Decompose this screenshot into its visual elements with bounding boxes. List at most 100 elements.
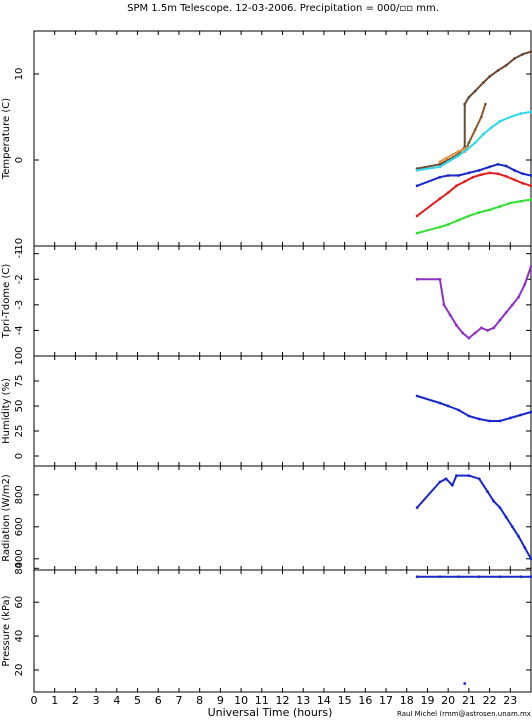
panel-frame	[33, 245, 532, 357]
series-segment	[458, 409, 470, 417]
series-segment	[520, 110, 532, 115]
x-tick-label: 7	[175, 694, 182, 707]
data-point	[529, 198, 532, 201]
series-segment	[455, 180, 466, 187]
y-tick-label: 10	[14, 68, 25, 81]
series-0	[415, 50, 532, 171]
series-segment	[468, 474, 480, 480]
y-tick-label: 40	[14, 630, 25, 643]
x-tick-label: 17	[379, 694, 393, 707]
data-point	[529, 50, 532, 54]
x-tick-label: 4	[113, 694, 120, 707]
series-segment	[447, 219, 459, 226]
series-segment	[438, 279, 446, 305]
series-segment	[505, 175, 515, 181]
series-segment	[447, 154, 457, 161]
series-segment	[517, 535, 526, 549]
series-segment	[491, 120, 501, 129]
series-segment	[499, 116, 511, 123]
x-tick-label: 9	[217, 694, 224, 707]
series-segment	[416, 176, 441, 187]
series-segment	[511, 526, 520, 537]
x-tick-label: 8	[196, 694, 203, 707]
series-segment	[447, 405, 459, 411]
series-4	[415, 162, 532, 188]
series-segment	[447, 154, 460, 163]
series-segment	[497, 64, 507, 72]
y-tick-label: 800	[14, 485, 25, 504]
y-axis-label: Tpri-Tdome (C)	[1, 264, 12, 340]
series-segment	[439, 402, 449, 407]
series-5	[415, 171, 532, 218]
series-segment	[447, 185, 458, 194]
x-tick-label: 2	[72, 694, 79, 707]
x-tick-label: 20	[441, 694, 455, 707]
x-tick-label: 21	[462, 694, 476, 707]
series-segment	[416, 481, 441, 509]
chart-title: SPM 1.5m Telescope. 12-03-2006. Precipit…	[127, 3, 439, 14]
x-tick-label: 0	[31, 694, 38, 707]
data-point	[529, 410, 532, 414]
y-tick-label: -10	[14, 238, 25, 254]
y-tick-label: 25	[14, 425, 25, 438]
series-segment	[520, 198, 532, 203]
y-tick-label: 400	[14, 549, 25, 568]
series-segment	[468, 415, 480, 420]
y-tick-label: 50	[14, 400, 25, 413]
series-segment	[472, 173, 482, 179]
series-segment	[464, 176, 474, 183]
series-0	[415, 474, 532, 561]
x-axis: 0 1 2 3 4 5 6 7 8 9 10 11 12 13 14 15 16 17 18 19 20 21 22 23	[31, 694, 518, 707]
y-tick-label: 80	[14, 562, 25, 575]
series-segment	[514, 169, 524, 175]
y-tick-label: 75	[14, 375, 25, 388]
series-segment	[416, 163, 441, 170]
series-segment	[445, 478, 454, 486]
series-1	[463, 102, 487, 153]
y-tick-label: 100	[14, 346, 25, 365]
y-tick-label: -1	[14, 249, 25, 259]
series-segment	[416, 197, 441, 217]
series-segment	[482, 75, 491, 84]
series-segment	[439, 223, 449, 229]
series-segment	[523, 266, 532, 285]
y-tick-label: -4	[14, 325, 25, 335]
x-tick-label: 5	[134, 694, 141, 707]
series-segment	[468, 90, 476, 98]
series-segment	[505, 304, 514, 314]
x-tick-label: 16	[358, 694, 372, 707]
panel-frame	[33, 569, 532, 693]
series-segment	[489, 163, 499, 168]
series-segment	[449, 314, 458, 326]
series-segment	[457, 148, 468, 157]
x-tick-label: 23	[503, 694, 517, 707]
series-segment	[439, 191, 449, 200]
series-segment	[493, 500, 501, 509]
series-segment	[511, 296, 520, 306]
series-segment	[522, 182, 532, 187]
data-point	[529, 110, 532, 114]
x-tick-label: 11	[255, 694, 269, 707]
series-segment	[474, 116, 483, 131]
series-segment	[416, 226, 441, 235]
y-axis-label: Radiation (W/m2)	[1, 474, 12, 562]
series-0	[415, 394, 532, 423]
panel-frame	[33, 465, 532, 571]
series-segment	[488, 69, 499, 78]
series-segment	[517, 283, 526, 298]
series-segment	[439, 174, 449, 179]
data-point	[484, 102, 487, 106]
series-segment	[486, 491, 495, 502]
panel-0: 10 0 -10 Temperature (C)	[1, 30, 532, 254]
x-tick-label: 13	[296, 694, 310, 707]
series-0	[415, 575, 532, 685]
series-segment	[468, 169, 480, 174]
series-6	[415, 198, 532, 235]
series-segment	[505, 165, 515, 172]
data-point	[463, 682, 467, 685]
series-segment	[443, 304, 452, 316]
